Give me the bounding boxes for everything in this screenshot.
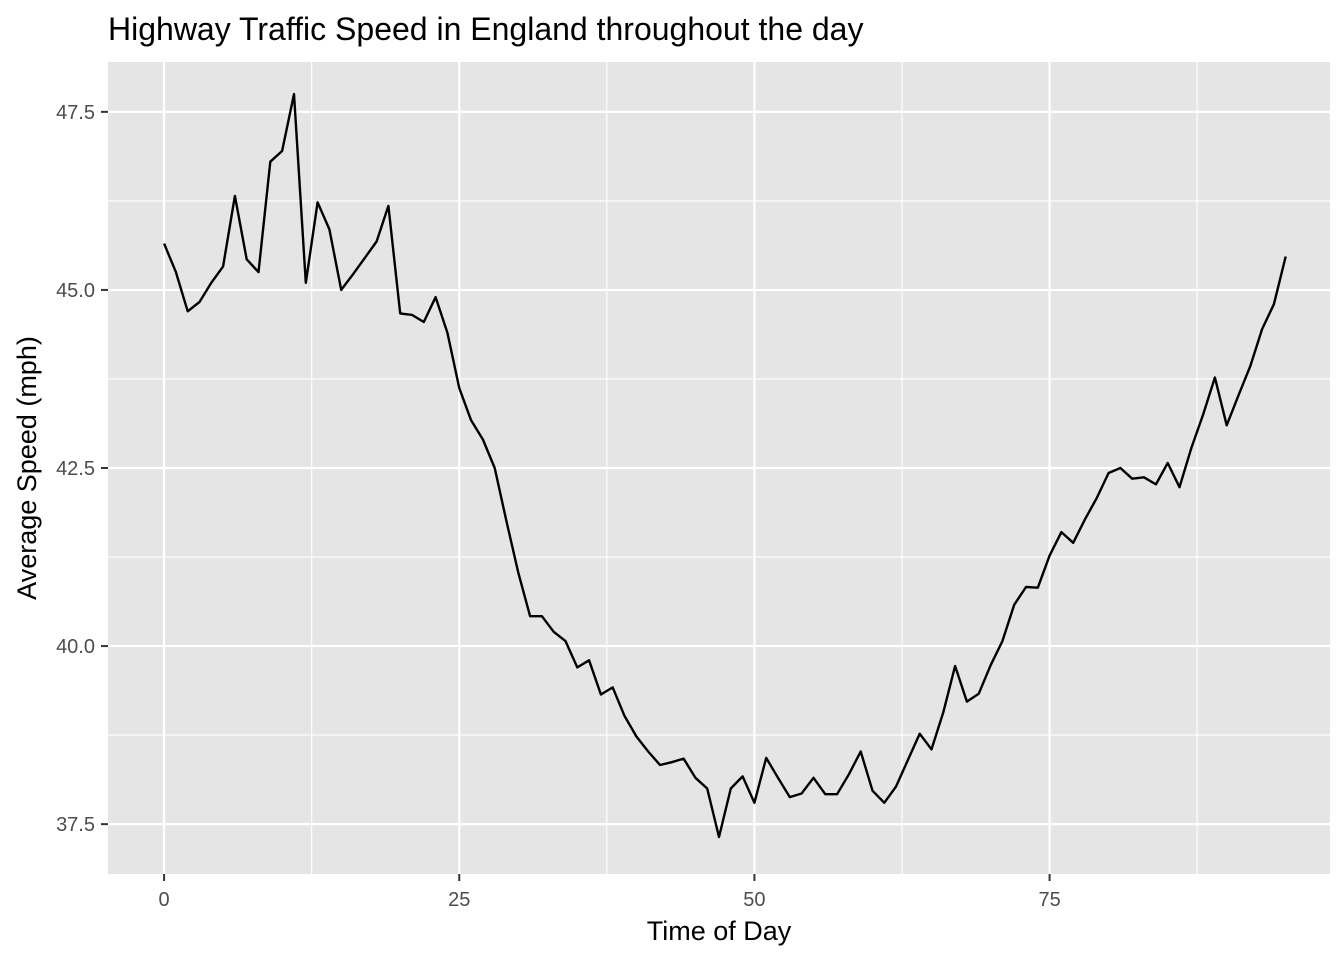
y-tick-label: 45.0 [56, 280, 95, 302]
x-tick-label: 25 [448, 889, 470, 911]
speed-line [162, 92, 1287, 839]
x-tick-label: 0 [159, 889, 170, 911]
chart-title: Highway Traffic Speed in England through… [108, 11, 863, 47]
y-axis: 37.5 40.0 42.5 45.0 47.5 [56, 102, 108, 836]
major-gridlines [108, 62, 1330, 874]
y-tick-label: 40.0 [56, 636, 95, 658]
x-tick-label: 50 [743, 889, 765, 911]
y-tick-label: 47.5 [56, 102, 95, 124]
y-tick-label: 37.5 [56, 814, 95, 836]
x-tick-label: 75 [1038, 889, 1060, 911]
y-axis-title: Average Speed (mph) [12, 336, 42, 600]
x-axis-title: Time of Day [647, 916, 792, 946]
y-tick-label: 42.5 [56, 458, 95, 480]
x-axis: 0 25 50 75 [159, 874, 1061, 911]
